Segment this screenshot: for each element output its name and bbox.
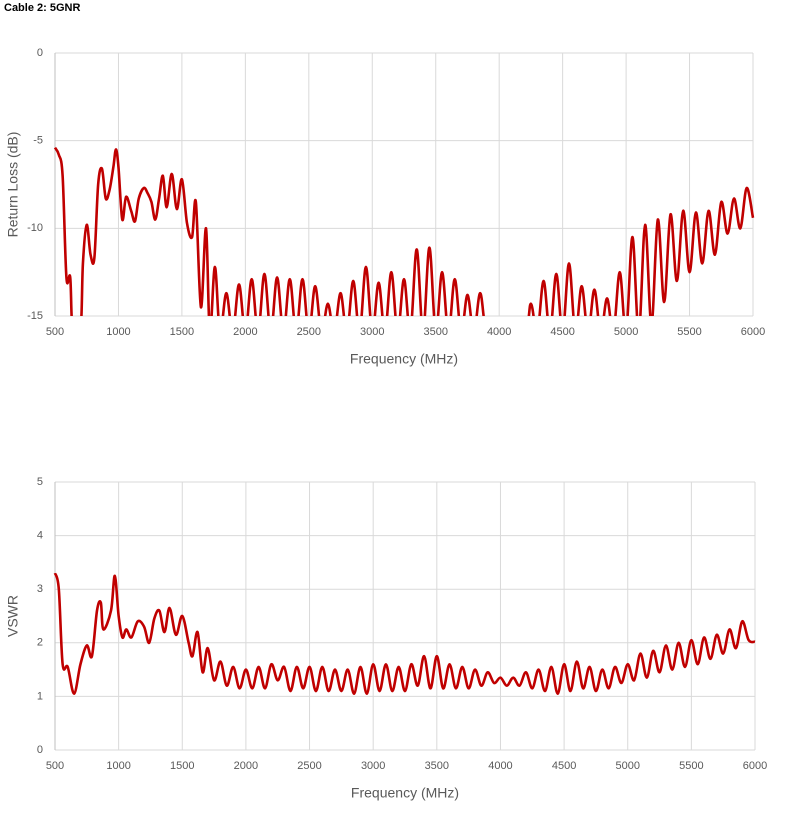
data-line bbox=[53, 146, 755, 316]
x-tick-label: 6000 bbox=[741, 326, 765, 338]
x-axis-title: Frequency (MHz) bbox=[350, 351, 458, 367]
x-axis-title: Frequency (MHz) bbox=[351, 785, 459, 801]
x-tick-label: 1000 bbox=[106, 760, 130, 772]
x-tick-label: 500 bbox=[46, 760, 64, 772]
y-tick-label: 0 bbox=[37, 744, 43, 756]
x-tick-label: 4000 bbox=[488, 760, 512, 772]
page-title: Cable 2: 5GNR bbox=[4, 2, 80, 14]
x-tick-label: 1500 bbox=[170, 326, 194, 338]
x-tick-label: 6000 bbox=[743, 760, 767, 772]
x-tick-label: 4500 bbox=[552, 760, 576, 772]
x-tick-label: 5500 bbox=[679, 760, 703, 772]
x-tick-label: 5000 bbox=[615, 760, 639, 772]
x-tick-label: 3500 bbox=[425, 760, 449, 772]
y-tick-label: 1 bbox=[37, 690, 43, 702]
x-tick-label: 1500 bbox=[170, 760, 194, 772]
y-tick-label: 3 bbox=[37, 583, 43, 595]
x-tick-label: 4500 bbox=[550, 326, 574, 338]
x-tick-label: 2000 bbox=[233, 326, 257, 338]
x-tick-label: 5500 bbox=[677, 326, 701, 338]
x-tick-label: 3000 bbox=[361, 760, 385, 772]
x-tick-label: 2500 bbox=[297, 326, 321, 338]
y-tick-label: 5 bbox=[37, 476, 43, 488]
y-tick-label: 2 bbox=[37, 637, 43, 649]
x-tick-label: 500 bbox=[46, 326, 64, 338]
y-tick-label: -10 bbox=[27, 222, 43, 234]
x-tick-label: 3000 bbox=[360, 326, 384, 338]
y-tick-label: 0 bbox=[37, 47, 43, 59]
x-tick-label: 1000 bbox=[106, 326, 130, 338]
x-tick-label: 2000 bbox=[234, 760, 258, 772]
x-tick-label: 4000 bbox=[487, 326, 511, 338]
x-tick-label: 3500 bbox=[423, 326, 447, 338]
y-tick-label: -5 bbox=[33, 135, 43, 147]
y-tick-label: 4 bbox=[37, 530, 43, 542]
x-tick-label: 2500 bbox=[297, 760, 321, 772]
data-line bbox=[53, 572, 756, 696]
y-tick-label: -15 bbox=[27, 310, 43, 322]
y-axis-title: VSWR bbox=[5, 595, 21, 637]
x-tick-label: 5000 bbox=[614, 326, 638, 338]
y-axis-title: Return Loss (dB) bbox=[5, 132, 21, 238]
